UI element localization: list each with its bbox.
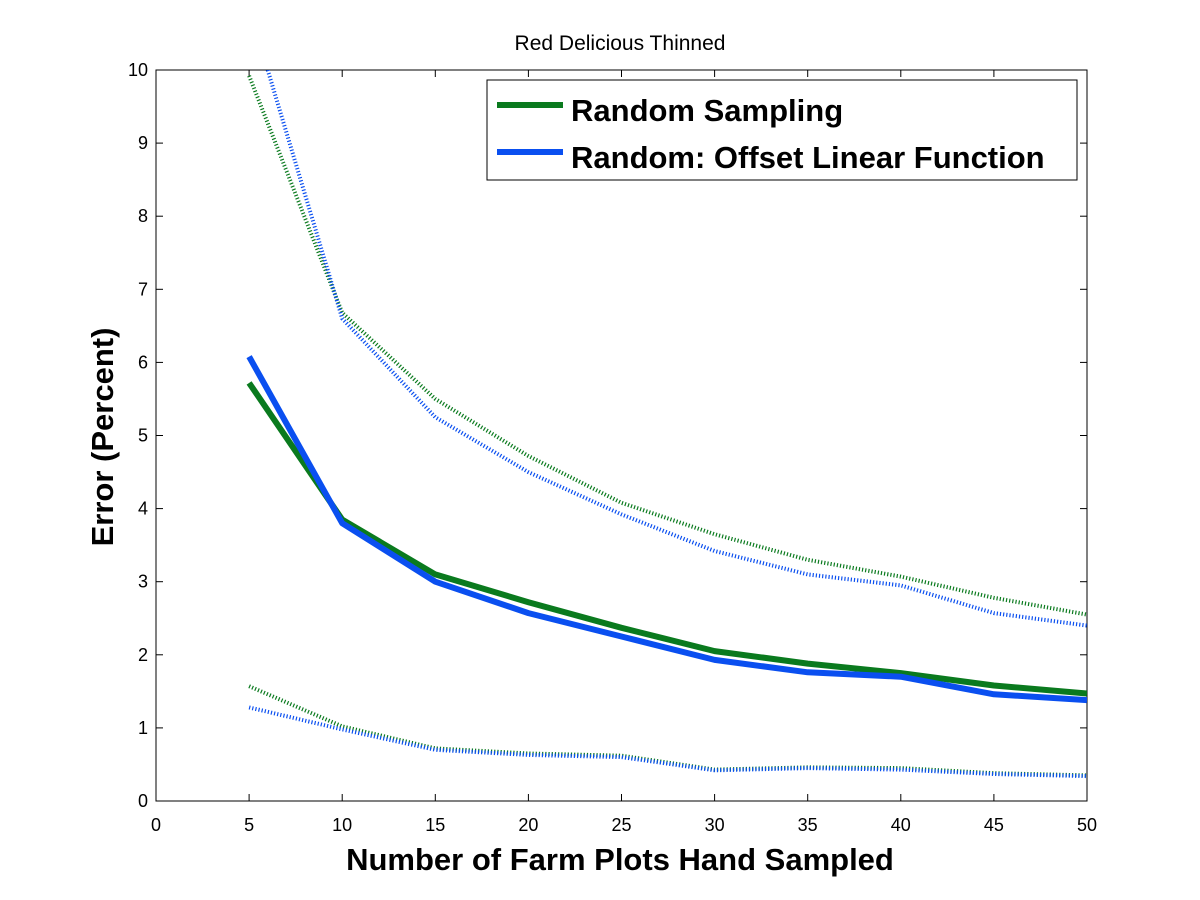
y-tick-label: 1 (138, 718, 148, 738)
y-tick-label: 10 (128, 60, 148, 80)
series-layer (246, 70, 1087, 779)
y-tick-label: 2 (138, 645, 148, 665)
x-tick-label: 15 (425, 815, 445, 835)
x-tick-label: 45 (984, 815, 1004, 835)
legend-label-offset-linear: Random: Offset Linear Function (571, 140, 1045, 175)
x-tick-label: 20 (518, 815, 538, 835)
y-axis-label: Error (Percent) (85, 328, 120, 547)
series-line-0 (246, 381, 1087, 697)
series-bound-line-4 (248, 684, 1087, 778)
x-tick-label: 40 (891, 815, 911, 835)
x-tick-label: 10 (332, 815, 352, 835)
series-bound-line-2 (247, 75, 1087, 617)
y-tick-label: 3 (138, 572, 148, 592)
x-tick-label: 25 (611, 815, 631, 835)
x-tick-label: 5 (244, 815, 254, 835)
series-bound-line-3 (265, 70, 1087, 628)
x-axis: 0 5 10 15 20 25 30 35 40 45 50 (151, 70, 1097, 835)
x-tick-label: 0 (151, 815, 161, 835)
legend-label-random-sampling: Random Sampling (571, 93, 843, 128)
series-line-1 (246, 355, 1087, 704)
y-tick-label: 8 (138, 206, 148, 226)
y-tick-label: 0 (138, 791, 148, 811)
x-tick-label: 30 (705, 815, 725, 835)
y-tick-label: 9 (138, 133, 148, 153)
legend: Random Sampling Random: Offset Linear Fu… (486, 79, 1078, 181)
legend-box (486, 79, 1078, 181)
y-tick-label: 4 (138, 499, 148, 519)
chart-title: Red Delicious Thinned (515, 32, 726, 55)
y-tick-label: 6 (138, 352, 148, 372)
y-tick-label: 5 (138, 426, 148, 446)
y-tick-label: 7 (138, 279, 148, 299)
x-axis-label: Number of Farm Plots Hand Sampled (346, 842, 894, 877)
series-bound-line-5 (248, 705, 1087, 779)
y-axis: 0 1 2 3 4 5 6 7 8 9 10 (128, 60, 1087, 811)
x-tick-label: 35 (798, 815, 818, 835)
x-tick-label: 50 (1077, 815, 1097, 835)
